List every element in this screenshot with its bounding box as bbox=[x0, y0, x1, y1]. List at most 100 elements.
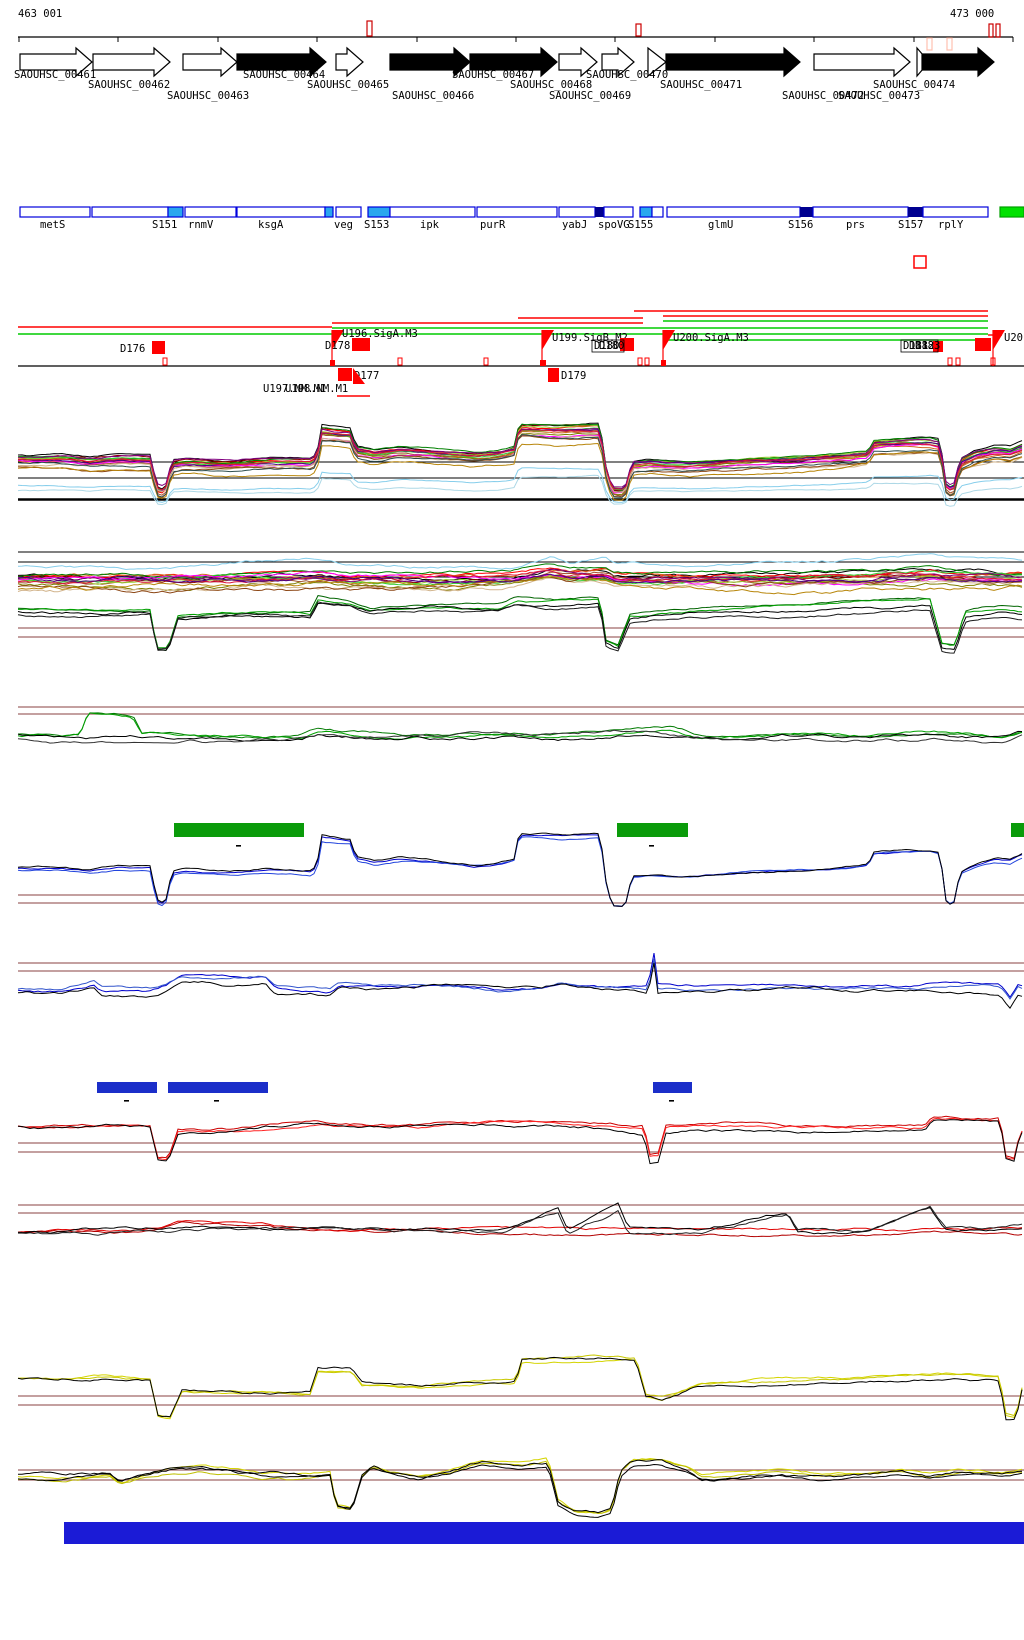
gene-arrow-SAOUHSC_00469[interactable] bbox=[601, 46, 635, 78]
gene-bar-segment[interactable] bbox=[476, 206, 558, 218]
red-track-2-signal-line bbox=[17, 1220, 1023, 1234]
terminator-label-overlap: D182 bbox=[909, 340, 934, 352]
gene-bar-label: purR bbox=[480, 219, 506, 231]
baseline-marker-open bbox=[483, 357, 489, 366]
gene-arrow-SAOUHSC_00474[interactable] bbox=[921, 46, 995, 78]
gene-bar-segment[interactable] bbox=[167, 206, 184, 218]
promoter-flag-icon[interactable] bbox=[332, 330, 344, 350]
gene-bar-segment[interactable] bbox=[812, 206, 909, 218]
promoter-flag-icon[interactable] bbox=[663, 330, 675, 350]
array-track-1-signal-line bbox=[17, 435, 1023, 499]
promoter-label: U20 bbox=[1004, 332, 1023, 344]
gene-label: SAOUHSC_00470 bbox=[586, 69, 668, 81]
bottom-region-blue-bar[interactable] bbox=[64, 1522, 1024, 1544]
terminator-box[interactable] bbox=[975, 338, 991, 351]
red-track-1-signal-line bbox=[17, 1119, 1023, 1165]
gene-arrow-SAOUHSC_00471[interactable] bbox=[665, 46, 801, 78]
gene-bar-segment[interactable] bbox=[389, 206, 476, 218]
predicted-segment-blue-bar[interactable] bbox=[97, 1082, 157, 1093]
gene-bar-label: prs bbox=[846, 219, 865, 231]
green-track-1-signal-line bbox=[18, 598, 1023, 649]
terminator-label: D181 bbox=[903, 340, 928, 352]
gene-bar-label: metS bbox=[40, 219, 65, 231]
red-track-2-signal-line bbox=[18, 1205, 1023, 1236]
gene-bar-segment[interactable] bbox=[595, 207, 604, 217]
terminator-label: D179 bbox=[561, 370, 586, 382]
predicted-segment-blue-bar[interactable] bbox=[653, 1082, 692, 1093]
gene-bar-segment[interactable] bbox=[999, 206, 1024, 218]
blue-track-2-signal-line bbox=[17, 953, 1023, 998]
gene-bar-segment[interactable] bbox=[651, 206, 664, 218]
terminator-box[interactable] bbox=[352, 338, 370, 351]
promoter-label-overlap: U198.NM.M1 bbox=[285, 383, 348, 395]
terminator-box-reverse[interactable] bbox=[548, 368, 559, 382]
green-track-1-signal-line bbox=[17, 602, 1023, 651]
promoter-label: U199.SigB.M2 bbox=[552, 332, 628, 344]
gene-bar-segment[interactable] bbox=[666, 206, 801, 218]
gene-bar-segment[interactable] bbox=[184, 206, 237, 218]
array-track-1-signal-line bbox=[17, 423, 1023, 491]
baseline-marker-open bbox=[397, 357, 403, 366]
green-track-2-signal-line bbox=[17, 730, 1023, 742]
gene-bar-segment[interactable] bbox=[367, 206, 391, 218]
promoter-flag-icon[interactable] bbox=[993, 330, 1005, 350]
promoter-flag-reverse-icon[interactable] bbox=[353, 368, 365, 384]
strand-minus-tick bbox=[669, 1100, 674, 1102]
gene-bar-segment[interactable] bbox=[324, 206, 334, 218]
gene-arrow-SAOUHSC_00463[interactable] bbox=[182, 46, 238, 78]
terminator-label: D180 bbox=[594, 340, 619, 352]
baseline-marker-open bbox=[162, 357, 168, 366]
terminator-box[interactable] bbox=[152, 341, 165, 354]
gene-bar-segment[interactable] bbox=[19, 206, 91, 218]
gene-label: SAOUHSC_00473 bbox=[838, 90, 920, 102]
terminator-box[interactable] bbox=[620, 338, 634, 351]
gene-arrow-SAOUHSC_00464[interactable] bbox=[236, 46, 327, 78]
strand-minus-tick bbox=[649, 845, 654, 847]
gene-arrow-SAOUHSC_00470[interactable] bbox=[647, 46, 667, 78]
gene-arrow-SAOUHSC_00466[interactable] bbox=[389, 46, 471, 78]
gene-bar-label: yabJ bbox=[562, 219, 587, 231]
ruler-red-marker bbox=[995, 23, 1001, 38]
gene-bar-label: spoVG bbox=[598, 219, 630, 231]
promoter-label: U196.SigA.M3 bbox=[342, 328, 418, 340]
green-track-1-signal-line bbox=[17, 595, 1023, 651]
array-track-1-signal-line bbox=[17, 474, 1023, 507]
predicted-segment-green-bar[interactable] bbox=[617, 823, 688, 837]
blue-track-1-signal-line bbox=[17, 834, 1023, 907]
selection-red-square[interactable] bbox=[913, 255, 927, 269]
gene-arrow-SAOUHSC_00467[interactable] bbox=[469, 46, 558, 78]
yellow-track-2-signal-line bbox=[17, 1459, 1023, 1514]
gene-bar-segment[interactable] bbox=[335, 206, 362, 218]
gene-arrow-SAOUHSC_00468[interactable] bbox=[558, 46, 598, 78]
gene-bar-label: S155 bbox=[628, 219, 653, 231]
gene-bar-segment[interactable] bbox=[558, 206, 596, 218]
ruler-pink-marker bbox=[926, 37, 933, 51]
gene-bar-segment[interactable] bbox=[800, 207, 813, 217]
promoter-flag-icon[interactable] bbox=[542, 330, 554, 350]
gene-arrow-SAOUHSC_00465[interactable] bbox=[335, 46, 364, 78]
gene-bar-segment[interactable] bbox=[639, 206, 653, 218]
green-track-2-signal-line bbox=[17, 729, 1023, 744]
gene-bar-segment[interactable] bbox=[236, 206, 326, 218]
terminator-box-reverse[interactable] bbox=[338, 368, 352, 381]
baseline-marker-filled bbox=[330, 360, 335, 366]
gene-arrow-SAOUHSC_00472[interactable] bbox=[813, 46, 911, 78]
predicted-segment-blue-bar[interactable] bbox=[168, 1082, 268, 1093]
gene-arrow-SAOUHSC_00461[interactable] bbox=[19, 46, 93, 78]
baseline-marker-open bbox=[644, 357, 650, 366]
gene-bar-segment[interactable] bbox=[922, 206, 989, 218]
predicted-segment-green-bar[interactable] bbox=[174, 823, 304, 837]
gene-bar-segment[interactable] bbox=[91, 206, 169, 218]
predicted-segment-green-bar[interactable] bbox=[1011, 823, 1024, 837]
gene-bar-segment[interactable] bbox=[603, 206, 634, 218]
gene-arrow-SAOUHSC_00462[interactable] bbox=[92, 46, 171, 78]
gene-label: SAOUHSC_00464 bbox=[243, 69, 325, 81]
gene-label: SAOUHSC_00472 bbox=[782, 90, 864, 102]
label-outline-box bbox=[591, 339, 625, 353]
ruler-start-coordinate: 463 001 bbox=[18, 8, 63, 20]
array-track-2-signal-line bbox=[17, 573, 1023, 584]
gene-bar-segment[interactable] bbox=[908, 207, 923, 217]
gene-bar-label: ksgA bbox=[258, 219, 284, 231]
